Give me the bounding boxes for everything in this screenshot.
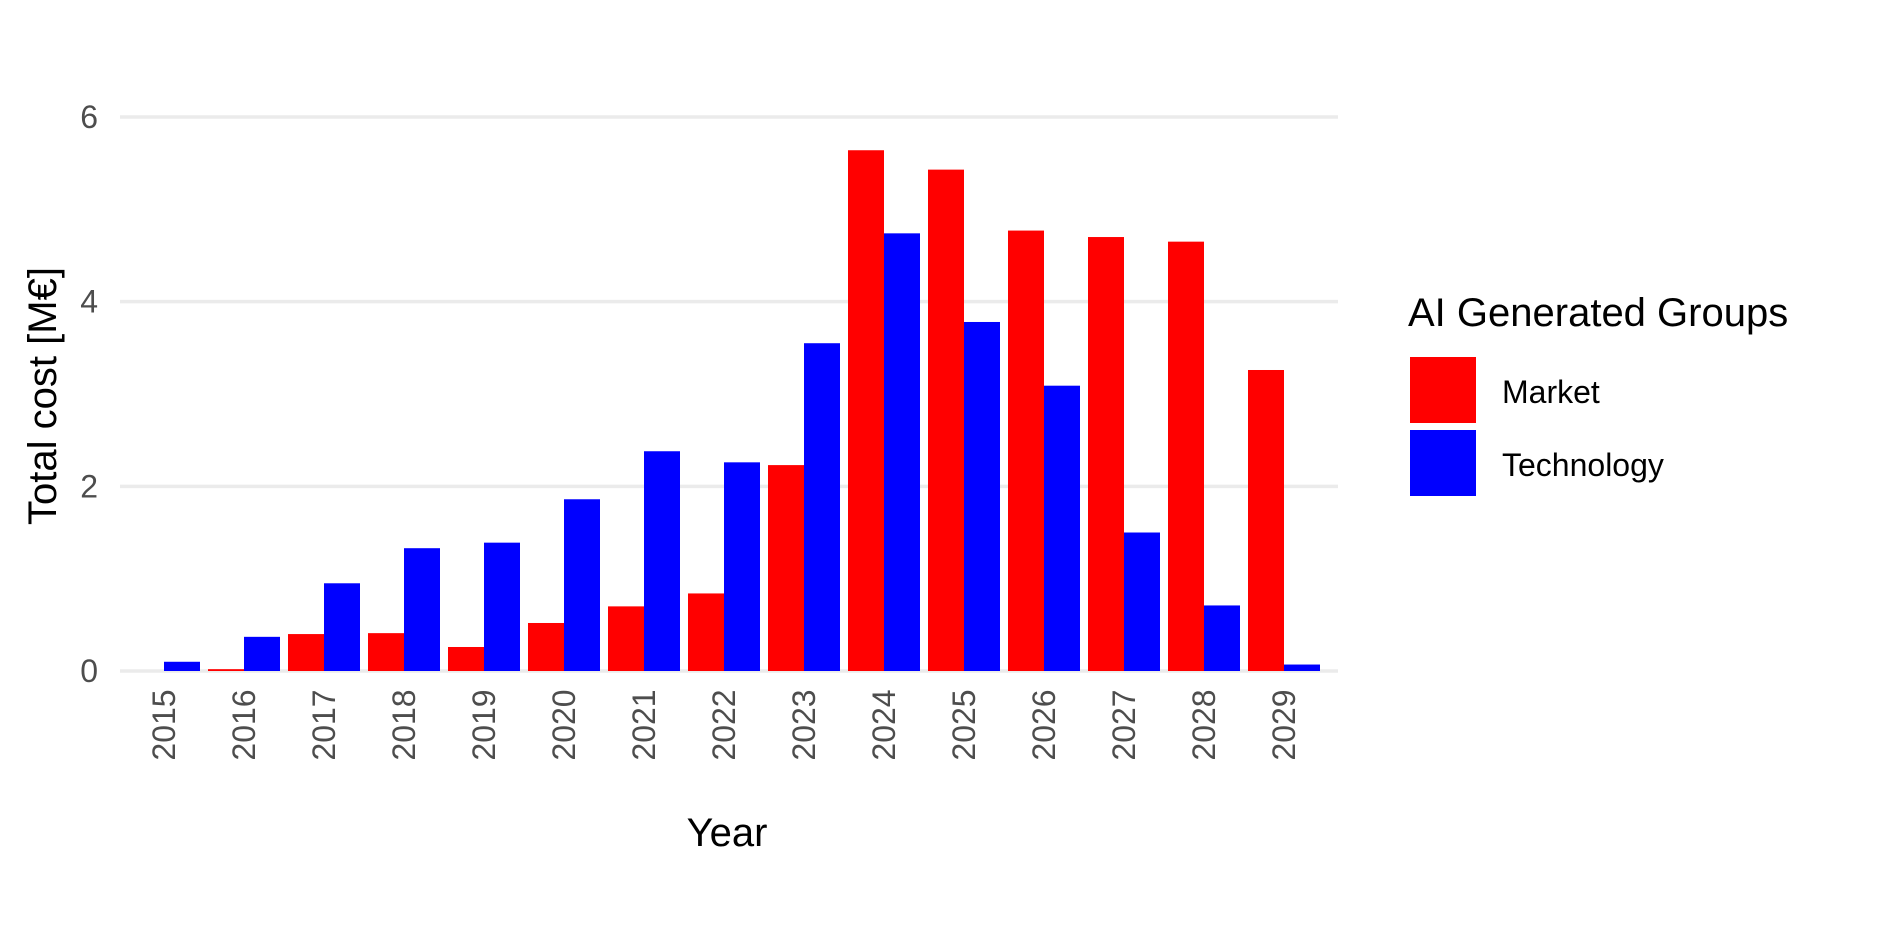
bar-market-2020	[528, 622, 564, 671]
y-tick-label: 6	[80, 99, 98, 135]
bar-market-2018	[368, 633, 404, 671]
bars	[164, 150, 1320, 672]
bar-market-2022	[688, 593, 724, 671]
x-axis-title: Year	[687, 811, 768, 855]
legend-swatch-market	[1410, 357, 1476, 423]
x-tick-label: 2018	[386, 689, 422, 760]
bar-technology-2027	[1124, 532, 1160, 671]
bar-technology-2020	[564, 499, 600, 671]
bar-market-2026	[1008, 230, 1044, 671]
bar-technology-2022	[724, 462, 760, 671]
legend-title: AI Generated Groups	[1408, 291, 1788, 335]
bar-market-2023	[768, 465, 804, 671]
x-tick-label: 2026	[1026, 689, 1062, 760]
y-tick-labels: 0 2 4 6	[80, 99, 98, 689]
bar-technology-2028	[1204, 605, 1240, 671]
bar-technology-2025	[964, 321, 1000, 671]
x-tick-label: 2020	[546, 689, 582, 760]
y-tick-label: 4	[80, 284, 98, 320]
bar-technology-2021	[644, 451, 680, 671]
x-tick-label: 2028	[1186, 689, 1222, 760]
bar-technology-2029	[1284, 664, 1320, 671]
x-tick-label: 2024	[866, 689, 902, 760]
x-tick-label: 2016	[226, 689, 262, 760]
bar-technology-2023	[804, 343, 840, 671]
bar-technology-2026	[1044, 385, 1080, 671]
legend-swatch-technology	[1410, 430, 1476, 496]
x-tick-labels: 2015 2016 2017 2018 2019 2020 2021 2022 2023 2024…	[146, 689, 1302, 760]
x-tick-label: 2029	[1266, 689, 1302, 760]
y-tick-label: 2	[80, 468, 98, 504]
bar-market-2017	[288, 634, 324, 671]
bar-technology-2015	[164, 661, 200, 671]
y-tick-label: 0	[80, 653, 98, 689]
bar-technology-2016	[244, 636, 280, 671]
bar-market-2016	[208, 669, 244, 671]
bar-market-2025	[928, 169, 964, 671]
legend: AI Generated Groups Market Technology	[1408, 291, 1788, 496]
bar-technology-2017	[324, 583, 360, 671]
x-tick-label: 2022	[706, 689, 742, 760]
bar-market-2029	[1248, 369, 1284, 671]
bar-technology-2019	[484, 542, 520, 671]
bar-market-2019	[448, 646, 484, 671]
x-tick-label: 2017	[306, 689, 342, 760]
bar-market-2021	[608, 606, 644, 671]
bar-market-2028	[1168, 241, 1204, 671]
bar-market-2024	[848, 150, 884, 672]
x-tick-label: 2015	[146, 689, 182, 760]
bar-technology-2024	[884, 233, 920, 671]
y-axis-title: Total cost [M€]	[21, 267, 65, 525]
bar-technology-2018	[404, 548, 440, 671]
x-tick-label: 2027	[1106, 689, 1142, 760]
bar-market-2027	[1088, 237, 1124, 672]
x-tick-label: 2021	[626, 689, 662, 760]
x-tick-label: 2019	[466, 689, 502, 760]
legend-label-technology: Technology	[1502, 447, 1664, 483]
legend-label-market: Market	[1502, 374, 1600, 410]
x-tick-label: 2023	[786, 689, 822, 760]
x-tick-label: 2025	[946, 689, 982, 760]
